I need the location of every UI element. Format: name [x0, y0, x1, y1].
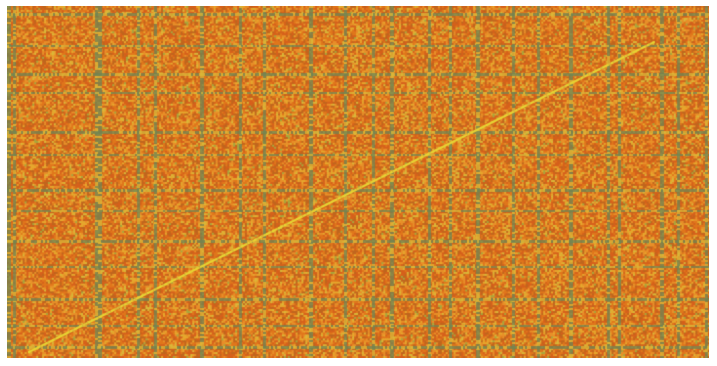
heatmap-plot: [7, 6, 709, 358]
